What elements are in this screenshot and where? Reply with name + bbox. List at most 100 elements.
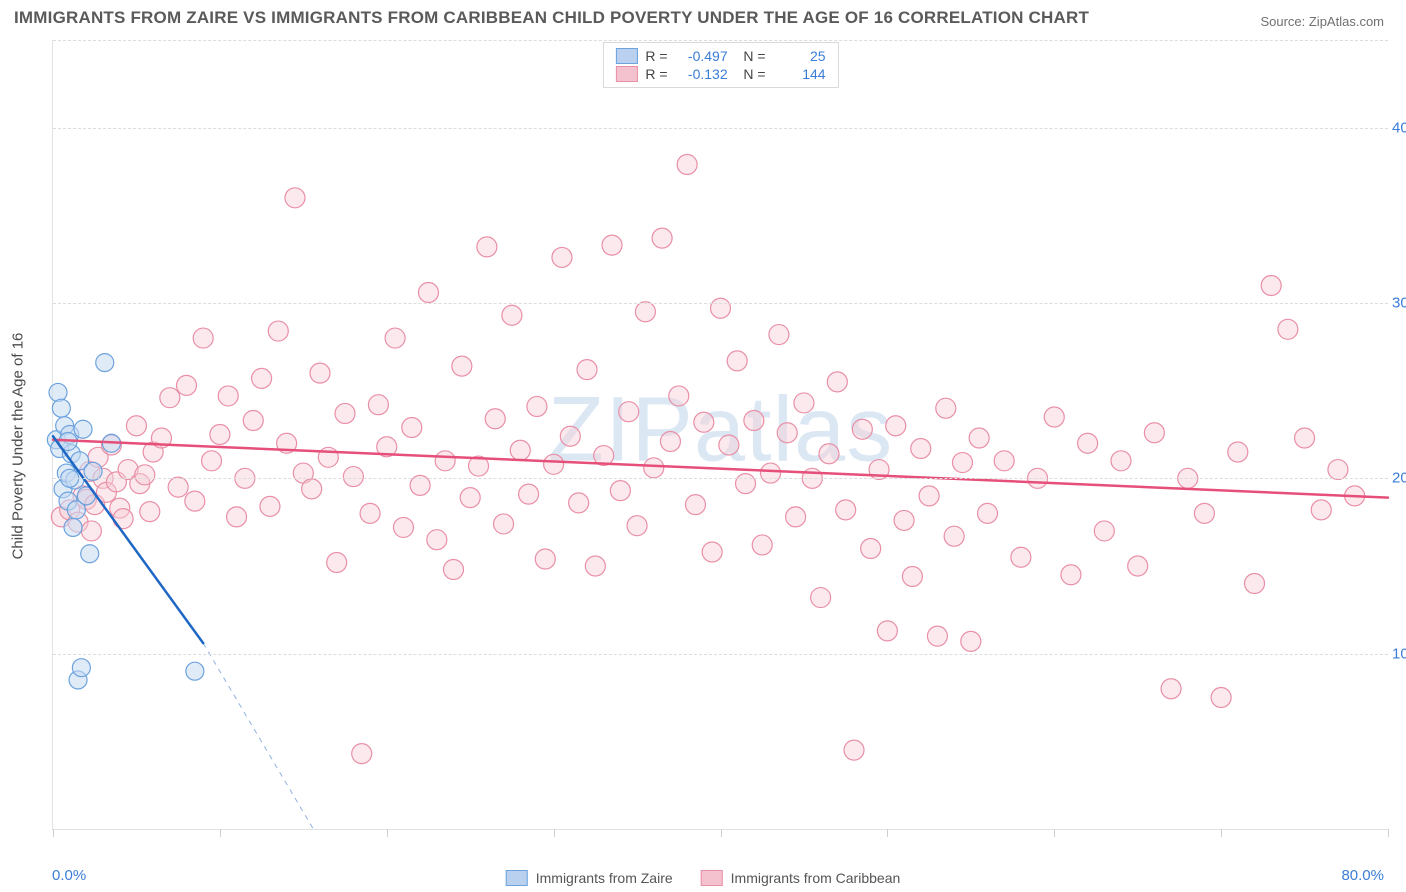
data-point (719, 435, 739, 455)
data-point (911, 439, 931, 459)
data-point (844, 740, 864, 760)
data-point (1278, 319, 1298, 339)
data-point (560, 426, 580, 446)
data-point (335, 403, 355, 423)
data-point (185, 491, 205, 511)
data-point (694, 412, 714, 432)
data-point (218, 386, 238, 406)
data-point (243, 410, 263, 430)
data-point (268, 321, 288, 341)
x-tick (1054, 829, 1055, 837)
data-point (1128, 556, 1148, 576)
plot-area: ZIPatlas R = -0.497 N = 25 R = -0.132 N … (52, 40, 1388, 830)
x-tick (554, 829, 555, 837)
data-point (81, 545, 99, 563)
data-point (577, 360, 597, 380)
swatch-series-a-icon (506, 870, 528, 886)
x-tick (53, 829, 54, 837)
data-point (193, 328, 213, 348)
gridline (53, 478, 1388, 479)
data-point (385, 328, 405, 348)
data-point (202, 451, 222, 471)
data-point (52, 399, 70, 417)
data-point (669, 386, 689, 406)
data-point (418, 282, 438, 302)
data-point (610, 481, 630, 501)
data-point (352, 744, 372, 764)
data-point (310, 363, 330, 383)
data-point (477, 237, 497, 257)
data-point (1078, 433, 1098, 453)
data-point (961, 631, 981, 651)
data-point (402, 417, 422, 437)
data-point (1144, 423, 1164, 443)
data-point (627, 516, 647, 536)
data-point (1311, 500, 1331, 520)
data-point (836, 500, 856, 520)
data-point (126, 416, 146, 436)
legend-item: Immigrants from Caribbean (701, 870, 901, 886)
data-point (569, 493, 589, 513)
data-point (527, 396, 547, 416)
gridline (53, 40, 1388, 41)
data-point (1011, 547, 1031, 567)
data-point (1211, 688, 1231, 708)
data-point (902, 567, 922, 587)
data-point (660, 432, 680, 452)
data-point (393, 517, 413, 537)
y-tick-label: 40.0% (1392, 119, 1406, 136)
data-point (677, 154, 697, 174)
x-tick (220, 829, 221, 837)
data-point (777, 423, 797, 443)
gridline (53, 303, 1388, 304)
data-point (210, 425, 230, 445)
data-point (460, 488, 480, 508)
data-point (260, 496, 280, 516)
data-point (343, 467, 363, 487)
data-point (49, 383, 67, 401)
data-point (186, 662, 204, 680)
legend-item: Immigrants from Zaire (506, 870, 673, 886)
x-tick (721, 829, 722, 837)
data-point (644, 458, 664, 478)
data-point (819, 444, 839, 464)
data-point (852, 419, 872, 439)
gridline (53, 128, 1388, 129)
data-point (502, 305, 522, 325)
data-point (485, 409, 505, 429)
source-label: Source: ZipAtlas.com (1260, 14, 1384, 29)
data-point (811, 588, 831, 608)
data-point (752, 535, 772, 555)
data-point (552, 247, 572, 267)
x-tick (1221, 829, 1222, 837)
data-point (1044, 407, 1064, 427)
data-point (994, 451, 1014, 471)
data-point (635, 302, 655, 322)
data-point (1061, 565, 1081, 585)
data-point (227, 507, 247, 527)
y-tick-label: 30.0% (1392, 295, 1406, 312)
data-point (727, 351, 747, 371)
data-point (944, 526, 964, 546)
data-point (1328, 460, 1348, 480)
data-point (827, 372, 847, 392)
data-point (952, 453, 972, 473)
data-point (711, 298, 731, 318)
data-point (1161, 679, 1181, 699)
data-point (886, 416, 906, 436)
data-point (544, 454, 564, 474)
y-tick-label: 20.0% (1392, 470, 1406, 487)
data-point (685, 495, 705, 515)
legend-label-b: Immigrants from Caribbean (731, 870, 901, 886)
data-point (160, 388, 180, 408)
data-point (444, 560, 464, 580)
data-point (427, 530, 447, 550)
chart-svg (53, 40, 1388, 829)
data-point (177, 375, 197, 395)
data-point (786, 507, 806, 527)
data-point (894, 510, 914, 530)
data-point (285, 188, 305, 208)
x-tick (887, 829, 888, 837)
data-point (861, 538, 881, 558)
series-legend: Immigrants from Zaire Immigrants from Ca… (506, 870, 901, 886)
